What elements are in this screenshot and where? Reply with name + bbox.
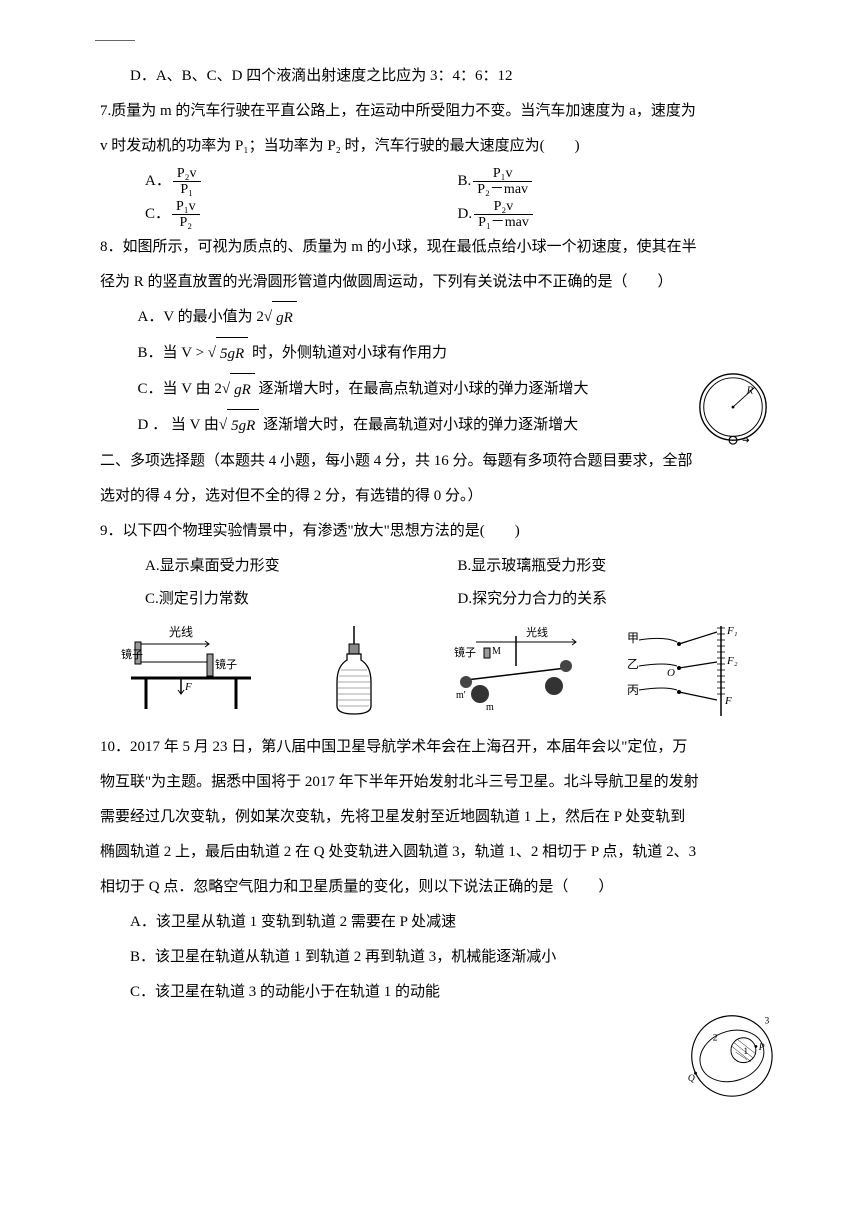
svg-text:2: 2 (713, 1033, 718, 1044)
sqrt-icon: √ (222, 381, 230, 397)
q9-fig-c: 光线 镜子 M m' m (435, 624, 598, 719)
svg-text:R: R (746, 384, 754, 396)
q9-stem: 9．以下四个物理实验情景中，有渗透"放大"思想方法的是( ) (100, 515, 770, 548)
svg-text:O: O (667, 667, 675, 679)
q10-line2: 物互联"为主题。据悉中国将于 2017 年下半年开始发射北斗三号卫星。北斗导航卫… (100, 766, 770, 799)
q8-b-radicand: 5gR (216, 337, 248, 371)
svg-text:镜子: 镜子 (121, 647, 143, 661)
q7-c-fraction: P₁v P₂ (172, 199, 200, 231)
q8-c-pre: C．当 V 由 2 (138, 381, 222, 397)
q9-options-row1: A.显示桌面受力形变 B.显示玻璃瓶受力形变 (145, 550, 770, 583)
q9-option-b: B.显示玻璃瓶受力形变 (458, 550, 771, 583)
q9-experiment-figures: 光线 镜子 镜子 F (100, 624, 770, 719)
q8-d-radicand: 5gR (227, 409, 259, 443)
q8-circle-figure: R (694, 370, 772, 448)
svg-text:M: M (492, 646, 501, 657)
q10-line4: 椭圆轨道 2 上，最后由轨道 2 在 Q 处变轨进入圆轨道 3，轨道 1、2 相… (100, 836, 770, 869)
q10-line3: 需要经过几次变轨，例如某次变轨，先将卫星发射至近地圆轨道 1 上，然后在 P 处… (100, 801, 770, 834)
q10-line1: 10．2017 年 5 月 23 日，第八届中国卫星导航学术年会在上海召开，本届… (100, 731, 770, 764)
q7-d-fraction: P₂v P₁－mav (474, 199, 533, 231)
q7-c-label: C． (145, 198, 170, 231)
q6-option-d: D．A、B、C、D 四个液滴出射速度之比应为 3：4：6：12 (100, 60, 770, 93)
q7-b-fraction: P₁v P₂－mav (473, 166, 532, 198)
svg-text:P: P (758, 1042, 765, 1053)
q7-option-c: C． P₁v P₂ (145, 198, 458, 231)
q7-b-num: P₁v (473, 166, 532, 182)
q8-option-a: A．V 的最小值为 2√gR (138, 301, 771, 335)
q7-options-row2: C． P₁v P₂ D. P₂v P₁－mav (145, 198, 770, 231)
q7-c-num: P₁v (172, 199, 200, 215)
q7-a-num: P₂v (173, 166, 201, 182)
q8-b-pre: B．当 V > (138, 345, 208, 361)
q8-c-post: 逐渐增大时，在最高点轨道对小球的弹力逐渐增大 (255, 381, 589, 397)
q7-a-label: A． (145, 165, 171, 198)
svg-text:3: 3 (764, 1015, 769, 1026)
q8-stem-line1: 8．如图所示，可视为质点的、质量为 m 的小球，现在最低点给小球一个初速度，使其… (100, 231, 770, 264)
q7-option-a: A． P₂v P₁ (145, 165, 458, 198)
q7-d-den: P₁－mav (474, 215, 533, 230)
svg-text:乙: 乙 (627, 657, 639, 671)
q9-option-a: A.显示桌面受力形变 (145, 550, 458, 583)
svg-text:Q: Q (688, 1073, 695, 1084)
sqrt-icon: √ (264, 309, 272, 325)
q9-option-c: C.测定引力常数 (145, 583, 458, 616)
q8-d-pre: D ． 当 V 由 (138, 417, 219, 433)
q7-a-fraction: P₂v P₁ (173, 166, 201, 198)
section2-line1: 二、多项选择题（本题共 4 小题，每小题 4 分，共 16 分。每题有多项符合题… (100, 445, 770, 478)
q9-options-row2: C.测定引力常数 D.探究分力合力的关系 (145, 583, 770, 616)
section2-line2: 选对的得 4 分，选对但不全的得 2 分，有选错的得 0 分。） (100, 480, 770, 513)
q7-d-num: P₂v (474, 199, 533, 215)
svg-text:F: F (184, 681, 192, 693)
svg-text:镜子: 镜子 (215, 657, 237, 671)
svg-text:1: 1 (743, 1046, 748, 1057)
svg-text:镜子: 镜子 (454, 645, 476, 659)
q8-option-d: D ． 当 V 由√5gR 逐渐增大时，在最高轨道对小球的弹力逐渐增大 (138, 409, 771, 443)
q8-option-b: B．当 V > √5gR 时，外侧轨道对小球有作用力 (138, 337, 771, 371)
sqrt-icon: √ (219, 417, 227, 433)
q9-fig-d: F₁ 甲 F₂ 乙 O F 丙 (598, 624, 761, 719)
q8-b-post: 时，外侧轨道对小球有作用力 (248, 345, 447, 361)
q8-a-pre: A．V 的最小值为 2 (138, 309, 264, 325)
svg-text:丙: 丙 (627, 683, 639, 697)
sqrt-icon: √ (208, 345, 216, 361)
q8-option-c: C．当 V 由 2√gR 逐渐增大时，在最高点轨道对小球的弹力逐渐增大 (138, 373, 771, 407)
q7-stem-line1: 7.质量为 m 的汽车行驶在平直公路上，在运动中所受阻力不变。当汽车加速度为 a… (100, 95, 770, 128)
svg-text:m': m' (456, 690, 466, 701)
q10-orbit-figure: 1 2 3 P Q (682, 1010, 778, 1100)
q8-stem-line2: 径为 R 的竖直放置的光滑圆形管道内做圆周运动，下列有关说法中不正确的是（ ） (100, 266, 770, 299)
svg-text:甲: 甲 (627, 631, 639, 645)
q7-b-label: B. (458, 165, 472, 198)
page-top-rule (95, 40, 135, 41)
q8-c-radicand: gR (230, 373, 255, 407)
q10-option-a: A．该卫星从轨道 1 变轨到轨道 2 需要在 P 处减速 (100, 906, 770, 939)
svg-text:光线: 光线 (526, 625, 548, 639)
svg-text:m: m (486, 702, 494, 713)
q7-option-d: D. P₂v P₁－mav (458, 198, 771, 231)
q7-options-row1: A． P₂v P₁ B. P₁v P₂－mav (145, 165, 770, 198)
svg-text:光线: 光线 (169, 625, 193, 639)
q7-option-b: B. P₁v P₂－mav (458, 165, 771, 198)
q10-option-c: C．该卫星在轨道 3 的动能小于在轨道 1 的动能 (100, 976, 770, 1009)
q7-a-den: P₁ (173, 182, 201, 197)
q10-option-b: B．该卫星在轨道从轨道 1 到轨道 2 再到轨道 3，机械能逐渐减小 (100, 941, 770, 974)
q9-fig-a: 光线 镜子 镜子 F (110, 624, 273, 719)
q8-d-post: 逐渐增大时，在最高轨道对小球的弹力逐渐增大 (259, 417, 578, 433)
q8-a-radicand: gR (272, 301, 297, 335)
q9-fig-b (273, 624, 436, 719)
q9-option-d: D.探究分力合力的关系 (458, 583, 771, 616)
svg-text:F: F (724, 695, 732, 707)
svg-text:F₁: F₁ (726, 625, 738, 637)
q7-b-den: P₂－mav (473, 182, 532, 197)
svg-text:F₂: F₂ (726, 655, 738, 667)
q10-line5: 相切于 Q 点．忽略空气阻力和卫星质量的变化，则以下说法正确的是（ ） (100, 871, 770, 904)
q7-d-label: D. (458, 198, 473, 231)
q7-stem-line2: v 时发动机的功率为 P₁；当功率为 P₂ 时，汽车行驶的最大速度应为( ) (100, 130, 770, 163)
q7-c-den: P₂ (172, 215, 200, 230)
